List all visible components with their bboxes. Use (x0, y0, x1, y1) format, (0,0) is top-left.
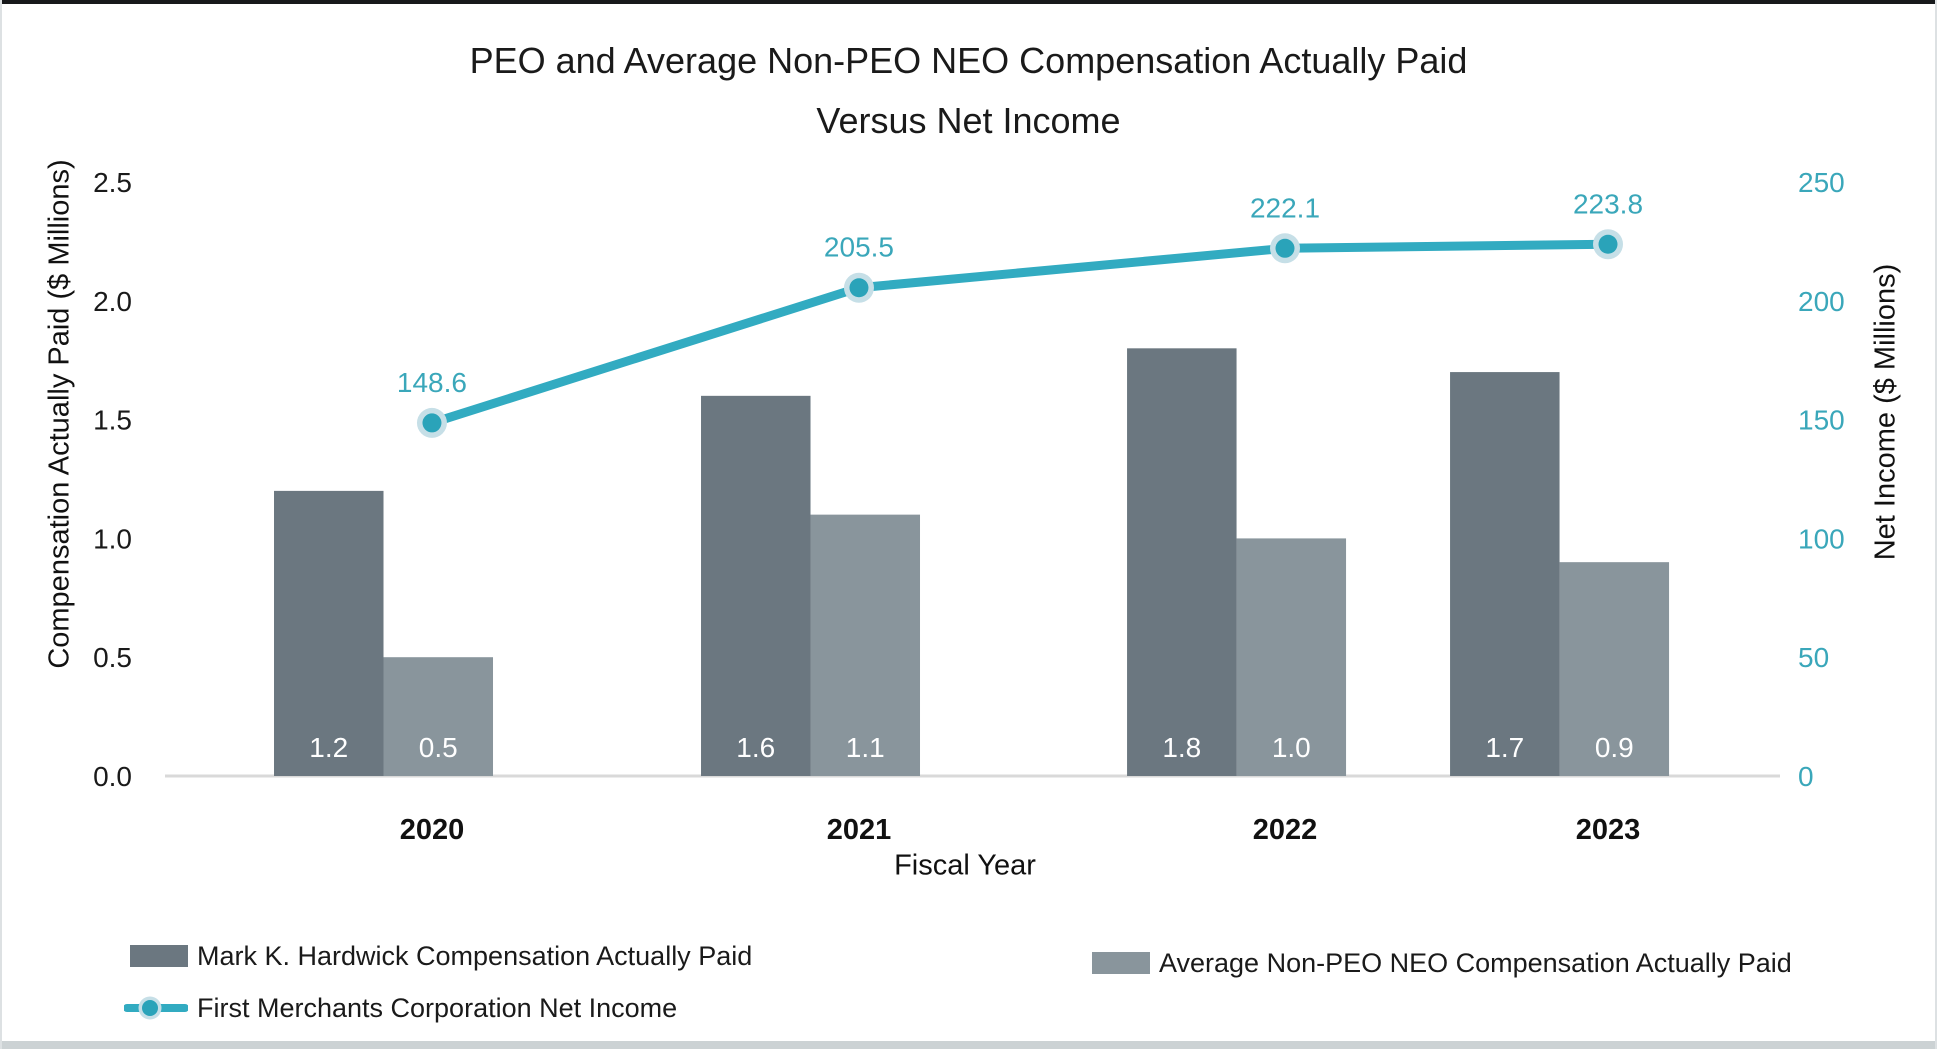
bar-peo-2020 (274, 490, 384, 776)
x-tick-label-2022: 2022 (1253, 814, 1318, 846)
right-axis-tick-label: 0 (1798, 761, 1814, 792)
chart-title: PEO and Average Non-PEO NEO Compensation… (2, 31, 1935, 151)
right-axis-tick-label: 250 (1798, 167, 1845, 198)
chart-title-line2: Versus Net Income (816, 100, 1121, 141)
x-tick-label-2021: 2021 (827, 814, 892, 846)
line-marker-2023 (1598, 234, 1618, 254)
net-income-line (427, 239, 1613, 428)
line-value-label: 222.1 (1250, 192, 1320, 223)
top-edge-line (2, 0, 1935, 4)
bar-value-label: 1.2 (309, 732, 348, 763)
left-axis-tick-label: 2.0 (93, 286, 132, 317)
x-tick-label-2023: 2023 (1576, 814, 1641, 846)
bar-value-label: 1.0 (1272, 732, 1311, 763)
left-axis-tick-label: 1.5 (93, 405, 132, 436)
bar-value-label: 0.5 (419, 732, 458, 763)
right-axis-tick-label: 150 (1798, 405, 1845, 436)
bar-nonpeo-2020 (383, 657, 494, 776)
bar-value-label: 1.1 (846, 732, 885, 763)
line-value-label: 223.8 (1573, 188, 1643, 219)
bar-value-label: 1.8 (1162, 732, 1201, 763)
x-axis-title: Fiscal Year (894, 849, 1036, 882)
chart-title-line1: PEO and Average Non-PEO NEO Compensation… (469, 40, 1468, 81)
left-axis-tick-label: 0.5 (93, 642, 132, 673)
bar-nonpeo-2021 (810, 514, 921, 776)
bar-value-label: 1.6 (736, 732, 775, 763)
left-axis-tick-label: 1.0 (93, 523, 132, 554)
right-axis-tick-label: 50 (1798, 642, 1829, 673)
line-value-label: 205.5 (824, 232, 894, 263)
bar-peo-2022 (1127, 348, 1237, 776)
bar-peo-2023 (1450, 372, 1560, 776)
right-axis-tick-label: 200 (1798, 286, 1845, 317)
bottom-edge-strip (2, 1041, 1935, 1049)
x-tick-label-2020: 2020 (400, 814, 465, 846)
left-axis-tick-label: 0.0 (93, 761, 132, 792)
bar-nonpeo-2022 (1236, 538, 1347, 776)
bar-peo-2021 (701, 395, 811, 776)
bar-value-label: 1.7 (1485, 732, 1524, 763)
line-marker-2021 (849, 278, 869, 298)
right-axis-tick-label: 100 (1798, 523, 1845, 554)
bar-value-label: 0.9 (1595, 732, 1634, 763)
left-axis-tick-label: 2.5 (93, 167, 132, 198)
line-value-label: 148.6 (397, 367, 467, 398)
bar-nonpeo-2023 (1559, 562, 1670, 776)
line-marker-2022 (1275, 238, 1295, 258)
line-marker-2020 (422, 413, 442, 433)
